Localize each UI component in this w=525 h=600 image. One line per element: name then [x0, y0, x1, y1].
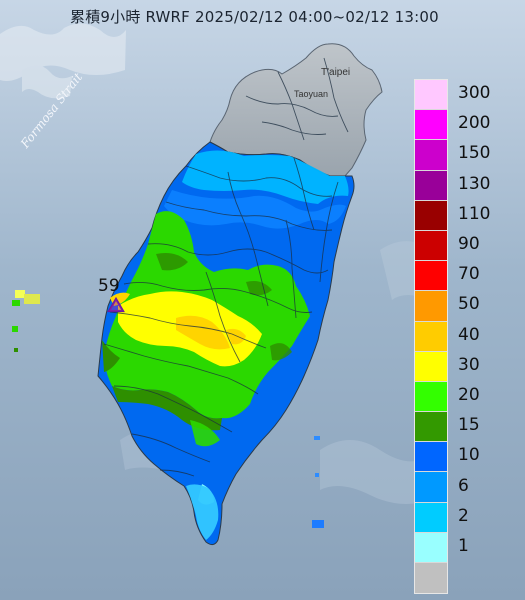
legend-swatch [415, 110, 447, 141]
legend-swatch [415, 291, 447, 322]
offshore-islands [12, 290, 324, 528]
max-rainfall-value: 59 [98, 276, 120, 296]
legend-label: 150 [458, 143, 491, 164]
legend-swatch [415, 200, 447, 231]
legend-label: 1 [458, 536, 469, 556]
legend-label: 50 [458, 294, 480, 315]
legend-swatch [415, 563, 447, 594]
dark-green-band [112, 386, 222, 431]
legend-label: 10 [458, 445, 480, 466]
legend-label: 130 [458, 173, 491, 194]
legend-label: 70 [458, 264, 480, 285]
legend-swatch [415, 502, 447, 533]
legend-swatch [415, 261, 447, 292]
legend-swatch [415, 442, 447, 473]
orange-yellow-core [176, 315, 230, 350]
legend-label: 30 [458, 354, 480, 375]
legend-label: 20 [458, 385, 480, 405]
legend-swatch [415, 412, 447, 443]
legend-label: 15 [458, 415, 480, 436]
legend-swatch [415, 230, 447, 262]
legend-label: 200 [458, 113, 491, 134]
legend-swatch [415, 140, 447, 171]
taoyuan-label: Taoyuan [294, 89, 329, 99]
rainfall-legend [414, 79, 448, 595]
legend-swatch [415, 170, 447, 201]
legend-swatch [415, 472, 447, 503]
max-station-marker-icon [107, 296, 125, 313]
taipei-label: T'aipei [321, 67, 351, 78]
mid-blue-band [164, 190, 346, 229]
legend-label: 300 [458, 83, 491, 103]
legend-swatch [415, 532, 447, 563]
legend-label: 90 [458, 234, 480, 254]
legend-label: 40 [458, 324, 480, 345]
legend-label: 110 [458, 203, 491, 224]
map-title: 累積9小時 RWRF 2025/02/12 04:00~02/12 13:00 [70, 8, 439, 26]
legend-swatch [415, 80, 447, 111]
map-boundaries [103, 57, 349, 477]
legend-swatch [415, 351, 447, 382]
legend-swatch [415, 321, 447, 352]
light-blue-band [182, 150, 349, 204]
legend-label: 6 [458, 475, 469, 496]
legend-swatch [415, 381, 447, 413]
legend-label: 2 [458, 505, 469, 526]
